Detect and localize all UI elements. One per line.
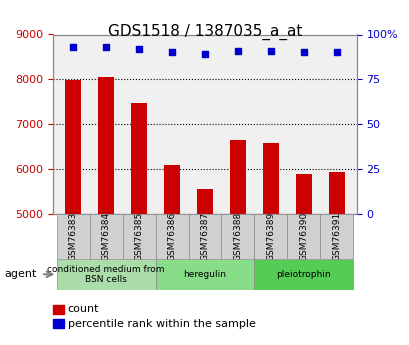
FancyBboxPatch shape bbox=[89, 214, 122, 259]
Point bbox=[267, 48, 274, 53]
Point bbox=[333, 50, 339, 55]
Text: agent: agent bbox=[4, 269, 36, 279]
Text: GSM76390: GSM76390 bbox=[299, 212, 308, 261]
Bar bbox=[229, 140, 246, 345]
Text: GSM76391: GSM76391 bbox=[332, 212, 341, 261]
Text: percentile rank within the sample: percentile rank within the sample bbox=[67, 319, 255, 329]
Text: GSM76383: GSM76383 bbox=[68, 212, 77, 261]
Point bbox=[201, 51, 208, 57]
FancyBboxPatch shape bbox=[56, 259, 155, 290]
Point bbox=[70, 44, 76, 50]
Text: GSM76386: GSM76386 bbox=[167, 212, 176, 261]
Text: pleiotrophin: pleiotrophin bbox=[276, 270, 330, 279]
Bar bbox=[262, 143, 279, 345]
Text: GSM76387: GSM76387 bbox=[200, 212, 209, 261]
Text: GSM76389: GSM76389 bbox=[266, 212, 275, 261]
Bar bbox=[196, 189, 213, 345]
Text: GDS1518 / 1387035_a_at: GDS1518 / 1387035_a_at bbox=[108, 24, 301, 40]
Bar bbox=[163, 165, 180, 345]
FancyBboxPatch shape bbox=[254, 259, 353, 290]
FancyBboxPatch shape bbox=[56, 214, 89, 259]
Bar bbox=[130, 103, 147, 345]
Text: count: count bbox=[67, 304, 99, 314]
Text: conditioned medium from
BSN cells: conditioned medium from BSN cells bbox=[47, 265, 164, 284]
FancyBboxPatch shape bbox=[122, 214, 155, 259]
FancyBboxPatch shape bbox=[221, 214, 254, 259]
Text: heregulin: heregulin bbox=[183, 270, 226, 279]
Bar bbox=[98, 77, 114, 345]
FancyBboxPatch shape bbox=[188, 214, 221, 259]
FancyBboxPatch shape bbox=[155, 259, 254, 290]
Point bbox=[135, 46, 142, 52]
Point bbox=[234, 48, 240, 53]
FancyBboxPatch shape bbox=[320, 214, 353, 259]
Text: GSM76385: GSM76385 bbox=[134, 212, 143, 261]
FancyBboxPatch shape bbox=[287, 214, 320, 259]
Bar bbox=[295, 174, 311, 345]
Text: GSM76384: GSM76384 bbox=[101, 212, 110, 261]
Bar bbox=[328, 172, 344, 345]
FancyBboxPatch shape bbox=[155, 214, 188, 259]
Text: GSM76388: GSM76388 bbox=[233, 212, 242, 261]
Point bbox=[169, 50, 175, 55]
Point bbox=[300, 50, 306, 55]
Bar bbox=[65, 80, 81, 345]
FancyBboxPatch shape bbox=[254, 214, 287, 259]
Point bbox=[103, 44, 109, 50]
